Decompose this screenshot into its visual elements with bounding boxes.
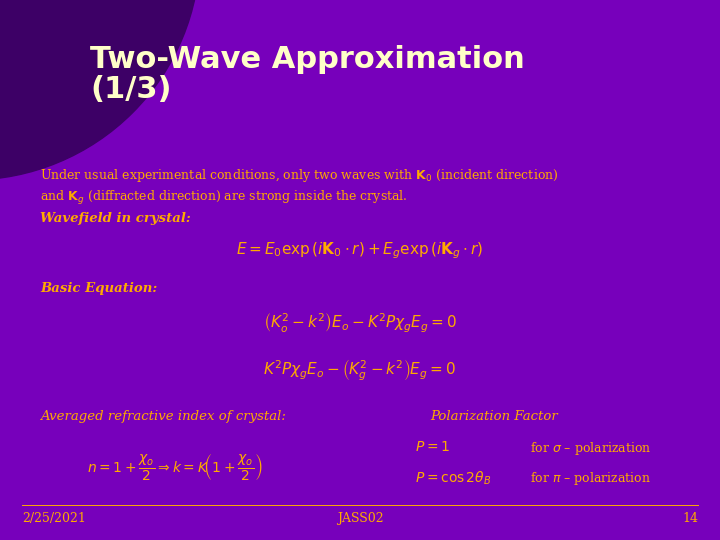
Text: $E = E_0 \exp\left(i\mathbf{K}_0 \cdot r\right)+ E_g \exp\left(i\mathbf{K}_g \cd: $E = E_0 \exp\left(i\mathbf{K}_0 \cdot r…	[236, 240, 484, 261]
Text: $P = \cos 2\theta_B$: $P = \cos 2\theta_B$	[415, 470, 492, 488]
Text: Wavefield in crystal:: Wavefield in crystal:	[40, 212, 191, 225]
Text: $n = 1 + \dfrac{\chi_o}{2} \Rightarrow k = K\!\left(1 + \dfrac{\chi_o}{2}\right): $n = 1 + \dfrac{\chi_o}{2} \Rightarrow k…	[87, 452, 263, 482]
Text: $\left(K_o^2 - k^2\right)E_o - K^2 P\chi_g E_g = 0$: $\left(K_o^2 - k^2\right)E_o - K^2 P\chi…	[263, 312, 457, 335]
Text: $P = 1$: $P = 1$	[415, 440, 450, 454]
Text: Under usual experimental conditions, only two waves with $\mathbf{K}_0$ (inciden: Under usual experimental conditions, onl…	[40, 167, 559, 207]
Text: for $\sigma$ – polarization: for $\sigma$ – polarization	[530, 440, 652, 457]
Text: 14: 14	[682, 512, 698, 525]
Text: 2/25/2021: 2/25/2021	[22, 512, 86, 525]
Text: Two-Wave Approximation
(1/3): Two-Wave Approximation (1/3)	[90, 45, 525, 104]
Text: Averaged refractive index of crystal:: Averaged refractive index of crystal:	[40, 410, 286, 423]
Text: Polarization Factor: Polarization Factor	[430, 410, 558, 423]
Text: Basic Equation:: Basic Equation:	[40, 282, 157, 295]
Text: $K^2 P\chi_g E_o - \left(K_g^2 - k^2\right)E_g = 0$: $K^2 P\chi_g E_o - \left(K_g^2 - k^2\rig…	[264, 357, 456, 383]
Text: for $\pi$ – polarization: for $\pi$ – polarization	[530, 470, 651, 487]
Circle shape	[0, 0, 200, 180]
Text: JASS02: JASS02	[337, 512, 383, 525]
